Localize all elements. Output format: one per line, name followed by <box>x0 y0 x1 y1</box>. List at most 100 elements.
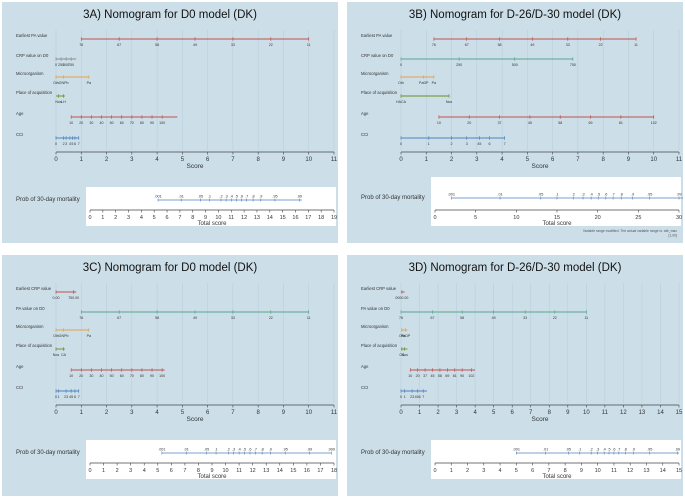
total-tick-label: 2 <box>466 468 469 474</box>
prob-tick-label: .5 <box>597 193 600 197</box>
prob-tick-label: .3 <box>596 448 599 452</box>
nomogram-panel-3c: 3C) Nomogram for D0 model (DK) Earliest C… <box>2 255 338 496</box>
score-tick-label: 1 <box>80 157 84 163</box>
score-tick-label: 7 <box>576 157 580 163</box>
row-tick-label: 22 <box>553 316 557 320</box>
row-tick-label: 70 <box>130 374 134 378</box>
row-label-1: PA value on D0 <box>361 306 390 311</box>
row-tick-label: 60 <box>120 374 124 378</box>
score-axis-label: Score <box>187 163 204 170</box>
row-tick-label: 30 <box>89 374 93 378</box>
nomogram-panel-3b: 3B) Nomogram for D-26/D-30 model (DK) Ear… <box>347 2 683 243</box>
score-tick-label: 9 <box>282 410 286 416</box>
row-tick-label: 7 <box>78 142 80 146</box>
total-tick-label: 3 <box>129 468 132 474</box>
score-tick-label: 11 <box>331 410 338 416</box>
row-label-4: Age <box>16 364 24 369</box>
row-tick-label: 67 <box>117 43 121 47</box>
row-tick-label: 1 <box>428 142 430 146</box>
score-tick-label: 2 <box>105 410 109 416</box>
row-label-4: Age <box>361 364 369 369</box>
total-tick-label: 7 <box>178 215 181 221</box>
prob-tick-label: .2 <box>219 195 222 199</box>
chart-title: 3B) Nomogram for D-26/D-30 model (DK) <box>409 9 621 21</box>
prob-tick-label: .3 <box>232 448 235 452</box>
row-tick-label: 10 <box>69 374 73 378</box>
row-tick-label: Oth <box>53 334 59 338</box>
row-tick-label: 90 <box>150 374 154 378</box>
row-tick-label: 37 <box>498 121 502 125</box>
prob-tick-label: .01 <box>497 193 502 197</box>
score-tick-label: 10 <box>583 410 590 416</box>
prob-tick-label: .5 <box>607 448 610 452</box>
total-tick-label: 6 <box>531 468 534 474</box>
score-tick-label: 5 <box>181 157 185 163</box>
row-tick-label: 45 <box>477 142 481 146</box>
row-tick-label: PaDP <box>401 334 411 338</box>
row-tick-label: 45 <box>528 121 532 125</box>
row-tick-label: 750 <box>68 63 74 67</box>
total-tick-label: 5 <box>515 468 518 474</box>
row-tick-label: Pa <box>432 81 436 85</box>
row-tick-label: 37 <box>423 374 427 378</box>
prob-tick-label: .1 <box>208 195 211 199</box>
total-tick-label: 12 <box>241 215 247 221</box>
row-tick-label: 58 <box>498 43 502 47</box>
total-score-box <box>431 177 681 226</box>
total-tick-label: 0 <box>433 215 436 221</box>
prob-tick-label: .3 <box>581 193 584 197</box>
total-tick-label: 1 <box>102 468 105 474</box>
prob-tick-label: .01 <box>184 448 189 452</box>
total-tick-label: 7 <box>547 468 550 474</box>
total-tick-label: 10 <box>215 215 221 221</box>
row-tick-label: 70 <box>130 121 134 125</box>
prob-tick-label: .95 <box>272 195 277 199</box>
prob-label: Prob of 30-day mortality <box>16 450 80 456</box>
row-tick-label: 7 <box>422 395 424 399</box>
row-tick-label: 50 <box>110 374 114 378</box>
total-tick-label: 16 <box>292 215 298 221</box>
row-tick-label: 2 <box>63 142 65 146</box>
score-axis-label: Score <box>187 416 204 423</box>
row-label-2: Microorganism <box>16 324 44 329</box>
prob-tick-label: .6 <box>248 448 251 452</box>
total-tick-label: 14 <box>267 215 273 221</box>
prob-tick-label: .05 <box>204 448 209 452</box>
row-tick-label: 58 <box>558 121 562 125</box>
row-tick-label: 4 <box>69 142 71 146</box>
chart-title: 3D) Nomogram for D-26/D-30 model (DK) <box>409 262 622 274</box>
row-tick-label: PaDP <box>419 81 429 85</box>
total-score-box <box>86 187 336 226</box>
row-tick-label: 80 <box>140 374 144 378</box>
row-label-1: CRP value on D0 <box>361 53 394 58</box>
total-tick-label: 0 <box>88 215 91 221</box>
row-tick-label: 7 <box>78 395 80 399</box>
total-tick-label: 1 <box>450 468 453 474</box>
prob-tick-label: .2 <box>590 448 593 452</box>
total-tick-label: 30 <box>676 215 682 221</box>
total-tick-label: 3 <box>127 215 130 221</box>
nomogram-svg: 3A) Nomogram for D0 model (DK) Earliest P… <box>16 9 338 227</box>
prob-tick-label: .6 <box>604 193 607 197</box>
score-tick-label: 5 <box>181 410 185 416</box>
row-label-5: CCI <box>16 385 23 390</box>
row-tick-label: 250 <box>58 63 64 67</box>
score-tick-label: 2 <box>436 410 440 416</box>
row-tick-label: 7 <box>504 142 506 146</box>
prob-tick-label: .2 <box>572 193 575 197</box>
total-tick-label: 4 <box>143 468 146 474</box>
row-tick-label: 500 <box>512 63 518 67</box>
nomogram-panel-3a: 3A) Nomogram for D0 model (DK) Earliest P… <box>2 2 338 243</box>
score-tick-label: 11 <box>676 157 683 163</box>
prob-tick-label: .4 <box>238 448 241 452</box>
row-tick-label: 3 <box>65 142 67 146</box>
total-tick-label: 1 <box>101 215 104 221</box>
row-tick-label: 49 <box>193 316 197 320</box>
row-tick-label: 11 <box>307 316 311 320</box>
total-tick-label: 15 <box>280 215 286 221</box>
prob-tick-label: .001 <box>158 448 165 452</box>
total-score-box <box>86 440 336 479</box>
total-tick-label: 5 <box>474 215 477 221</box>
prob-tick-label: .1 <box>555 193 558 197</box>
total-tick-label: 18 <box>318 215 324 221</box>
